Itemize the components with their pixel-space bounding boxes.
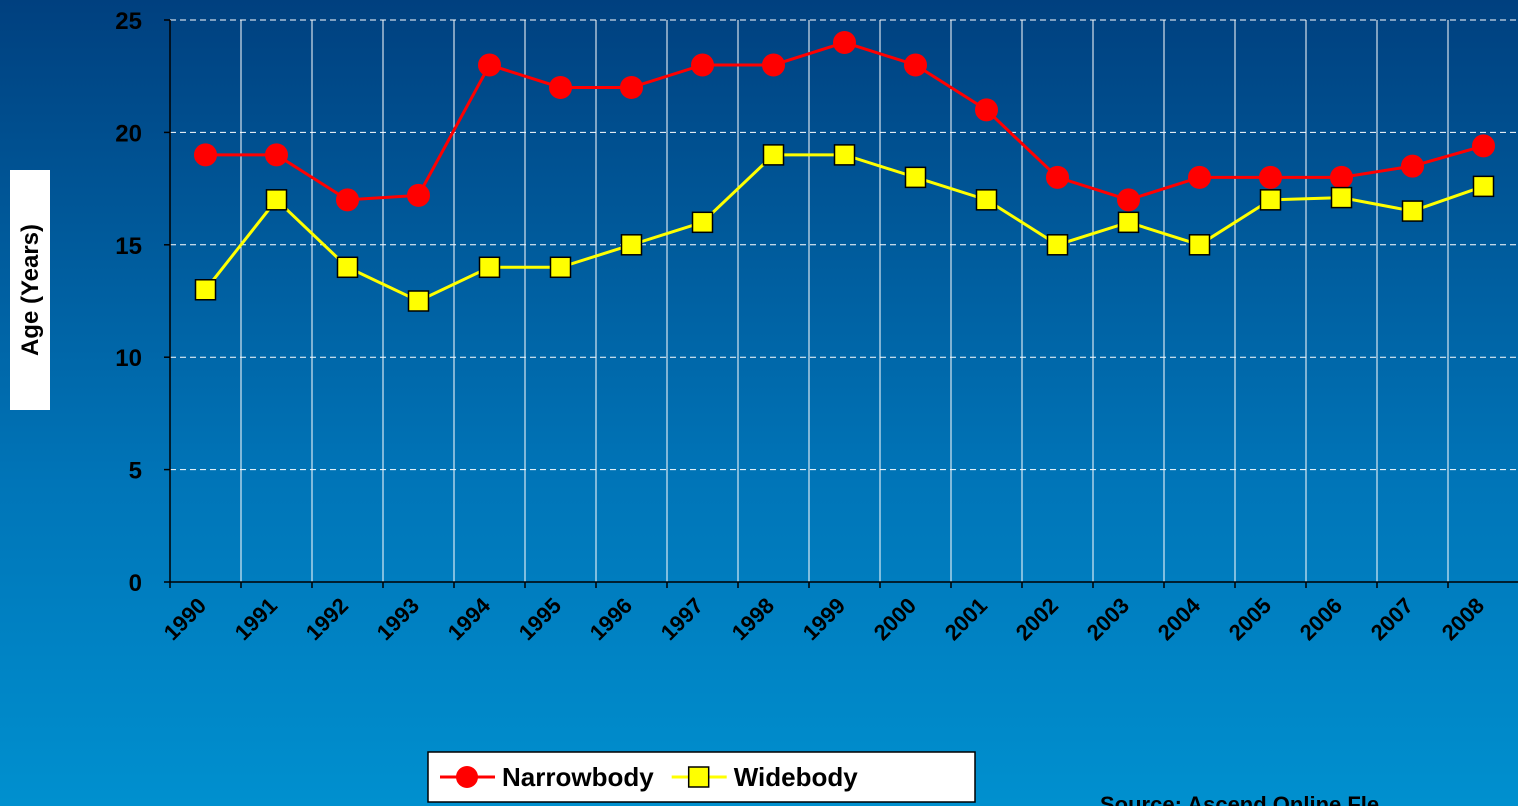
y-tick-label: 0 [129,570,142,597]
marker [833,30,856,54]
marker [691,211,714,234]
marker [1046,165,1069,189]
marker [1046,234,1069,256]
marker [762,53,785,77]
y-tick-label: 10 [115,345,142,372]
y-tick-label: 5 [129,458,142,485]
y-tick-label: 25 [115,8,142,35]
y-label-box [10,170,50,410]
marker [194,279,217,301]
marker [904,166,927,189]
y-tick-label: 15 [115,233,142,260]
marker [336,256,359,279]
legend-marker [456,766,478,788]
marker [1259,189,1282,211]
marker [1472,134,1495,158]
marker [1330,165,1353,189]
marker [549,75,572,99]
marker [478,53,501,77]
marker [975,189,998,211]
marker [1188,234,1211,256]
marker [265,143,288,167]
marker [620,75,643,99]
marker [336,188,359,212]
marker [1259,165,1282,189]
y-axis-label: Age (Years) [17,224,44,356]
legend-marker [687,766,710,788]
marker [620,234,643,256]
marker [194,143,217,167]
legend-label: Widebody [734,762,859,792]
marker [833,144,856,166]
marker [549,256,572,279]
marker [762,144,785,166]
marker [904,53,927,77]
marker [1401,200,1424,222]
legend-label: Narrowbody [502,762,654,792]
marker [1401,154,1424,178]
marker [975,98,998,122]
marker [1117,188,1140,212]
marker [407,183,430,207]
marker [407,290,430,312]
marker [691,53,714,77]
marker [1330,186,1353,209]
marker [1117,211,1140,234]
source: Source: Ascend Online Fle [1100,792,1379,806]
marker [265,189,288,211]
marker [478,256,501,279]
y-tick-label: 20 [115,120,142,147]
marker [1472,175,1495,198]
marker [1188,165,1211,189]
